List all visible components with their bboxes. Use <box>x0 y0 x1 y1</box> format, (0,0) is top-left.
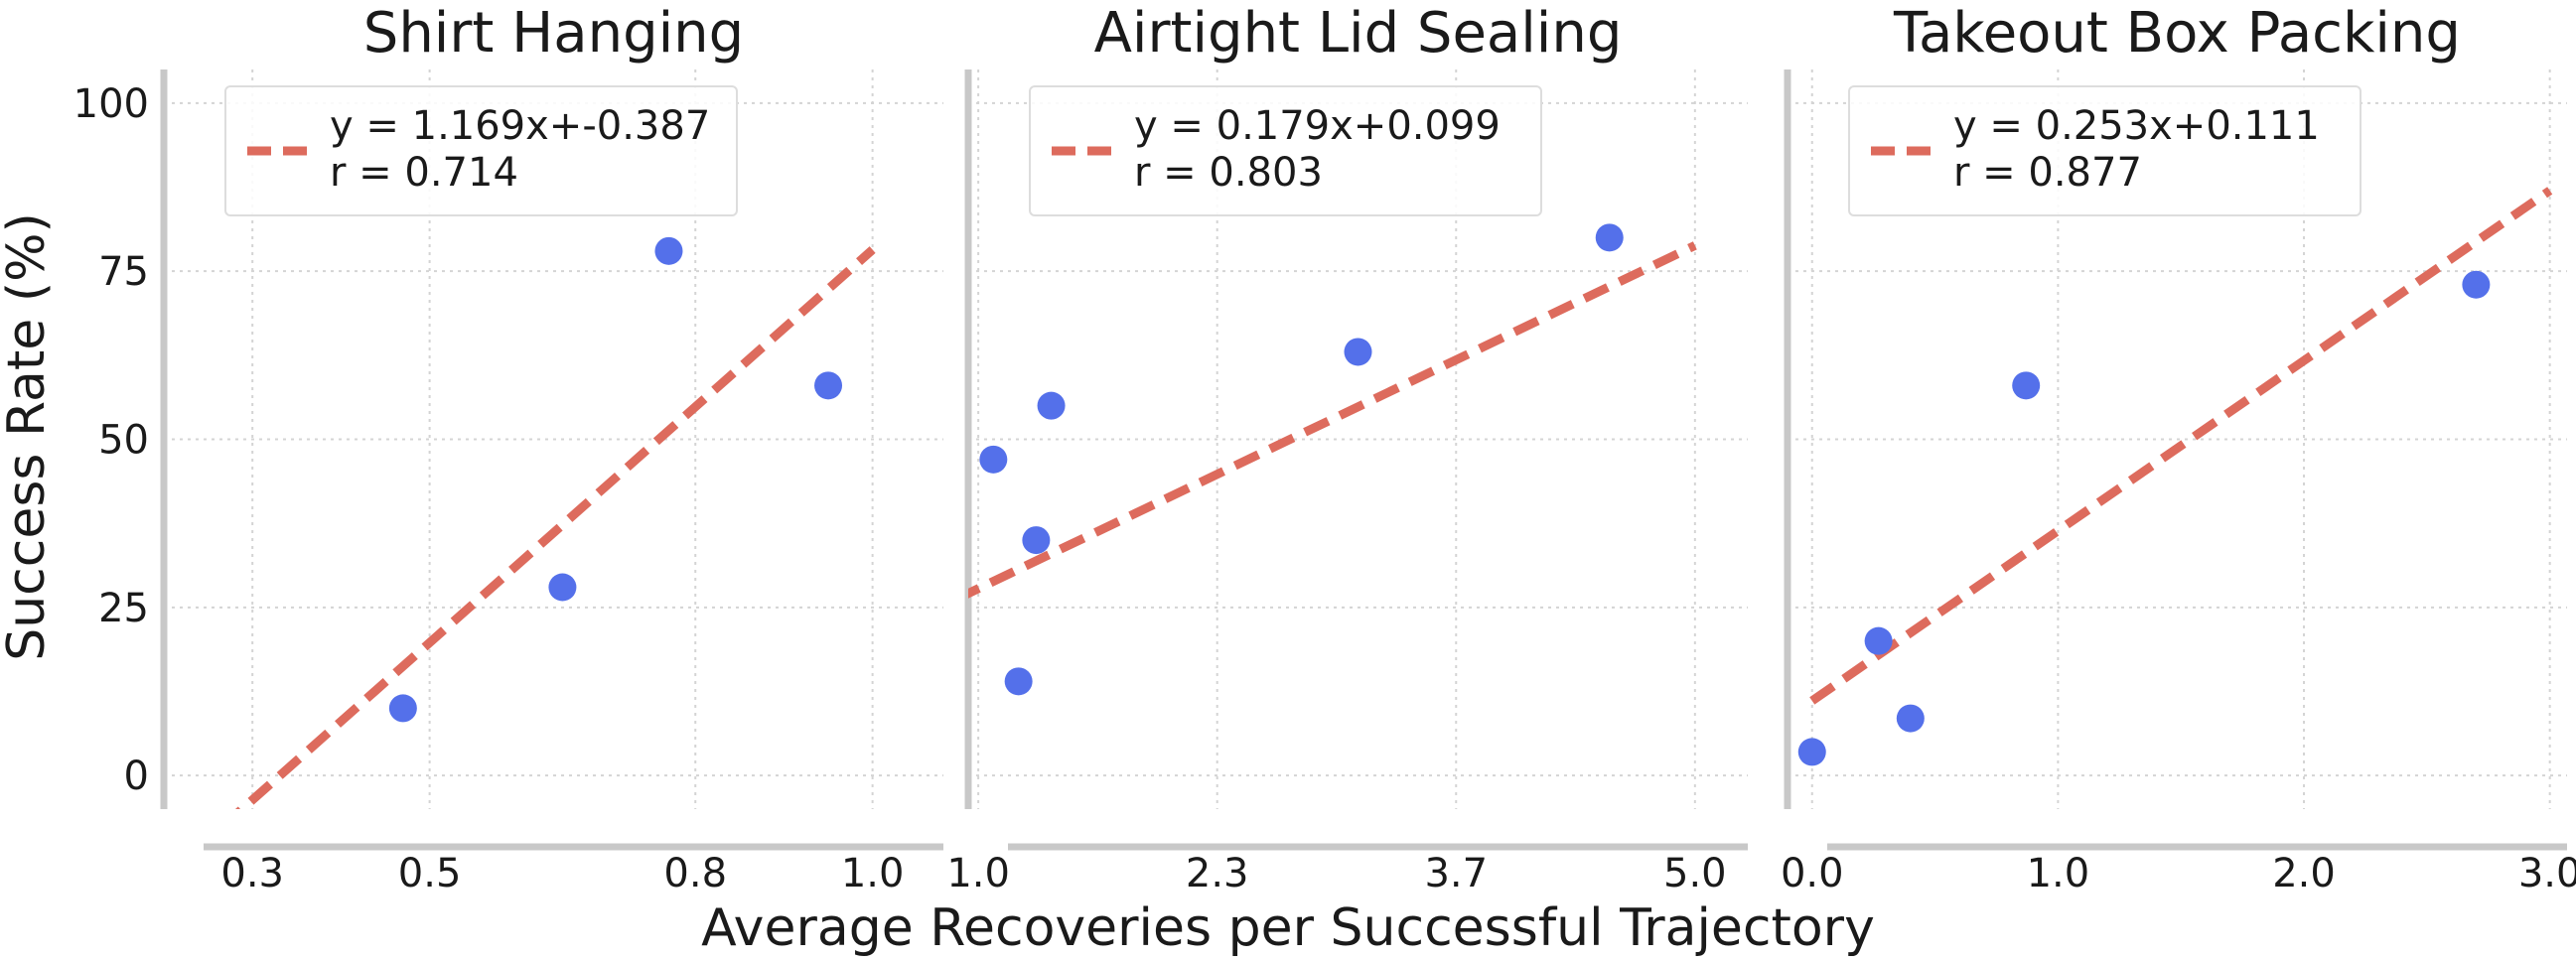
x-tick-label: 2.3 <box>1186 851 1249 896</box>
fit-line <box>1809 187 2553 705</box>
data-point <box>1022 526 1051 555</box>
chart-title: Airtight Lid Sealing <box>1094 1 1623 66</box>
x-tick-label: 0.3 <box>220 851 284 896</box>
y-tick-label: 25 <box>98 586 149 631</box>
data-point <box>548 573 577 602</box>
panels: Shirt Hanging 0 25 50 75 100 0.3 0.5 0.8 1.0 y = 1… <box>73 1 2576 896</box>
data-point <box>1037 391 1066 420</box>
y-axis-label: Success Rate (%) <box>0 212 57 661</box>
fit-line <box>968 241 1697 599</box>
data-point <box>1896 704 1925 733</box>
x-tick-label: 2.0 <box>2272 851 2336 896</box>
data-point <box>1797 738 1826 766</box>
data-point <box>1864 626 1893 655</box>
y-tick-label: 100 <box>73 81 149 127</box>
y-tick-label: 0 <box>124 754 149 799</box>
chart-panel-2: Airtight Lid Sealing 1.0 2.3 3.7 5.0 y = 0.17… <box>946 1 1748 896</box>
data-point <box>654 236 683 265</box>
x-tick-label: 5.0 <box>1663 851 1727 896</box>
chart-title: Takeout Box Packing <box>1893 1 2461 66</box>
legend-equation: y = 0.179x+0.099 <box>1134 103 1501 149</box>
x-tick-label: 0.5 <box>398 851 462 896</box>
chart-panel-3: Takeout Box Packing 0.0 1.0 2.0 3.0 y = 0.253… <box>1781 1 2576 896</box>
y-tick-label: 50 <box>98 418 149 464</box>
data-point <box>979 445 1008 474</box>
legend-box <box>224 85 738 216</box>
legend-equation: y = 0.253x+0.111 <box>1953 103 2320 149</box>
data-point <box>2462 270 2491 299</box>
x-tick-label: 0.0 <box>1781 851 1844 896</box>
x-tick-label: 1.0 <box>946 851 1010 896</box>
x-tick-label: 0.8 <box>663 851 727 896</box>
data-point <box>388 694 417 723</box>
chart-panel-1: Shirt Hanging 0 25 50 75 100 0.3 0.5 0.8 1.0 y = 1… <box>73 1 943 896</box>
legend-box <box>1029 85 1542 216</box>
x-tick-label: 3.7 <box>1424 851 1488 896</box>
x-tick-label: 3.0 <box>2518 851 2576 896</box>
data-point <box>1595 223 1624 252</box>
y-tick-label: 75 <box>98 249 149 295</box>
legend-equation: y = 1.169x+-0.387 <box>330 103 710 149</box>
fit-line <box>234 246 876 809</box>
x-tick-label: 1.0 <box>841 851 905 896</box>
chart-title: Shirt Hanging <box>363 1 744 66</box>
legend-correlation: r = 0.803 <box>1134 150 1323 196</box>
data-point <box>814 371 843 400</box>
data-point <box>1344 338 1372 366</box>
x-axis-label: Average Recoveries per Successful Trajec… <box>701 898 1875 958</box>
legend-correlation: r = 0.714 <box>330 150 518 196</box>
legend-box <box>1848 85 2361 216</box>
data-point <box>2012 371 2041 400</box>
data-point <box>1004 667 1033 696</box>
x-tick-label: 1.0 <box>2027 851 2090 896</box>
legend-correlation: r = 0.877 <box>1953 150 2142 196</box>
